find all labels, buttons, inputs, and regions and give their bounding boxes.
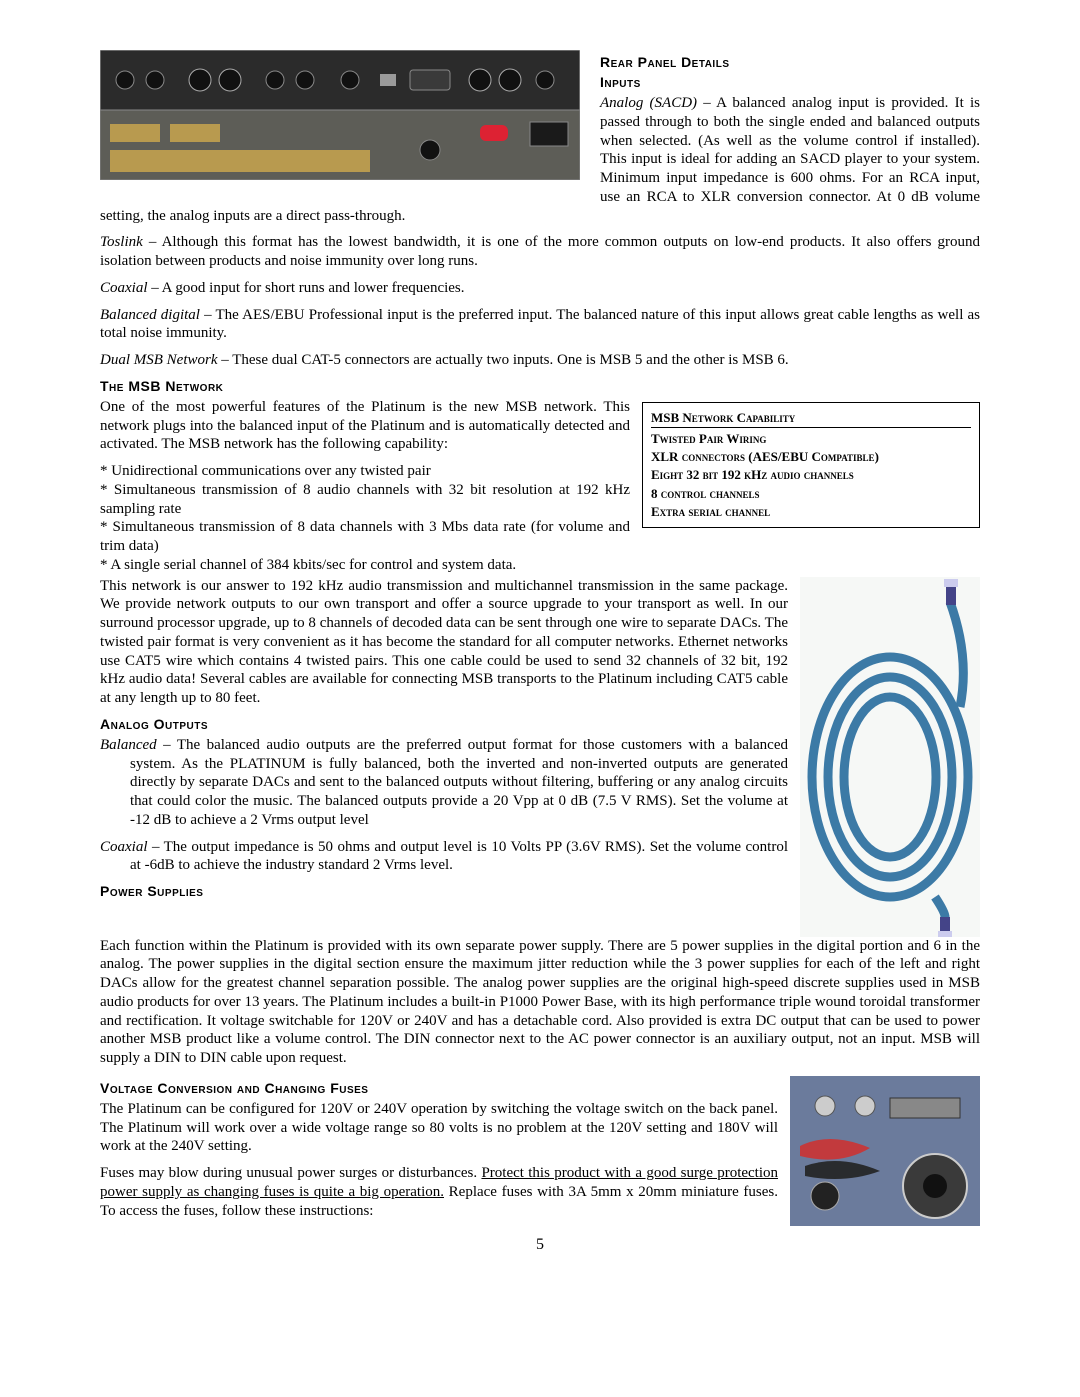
toslink-paragraph: Toslink – Although this format has the l… [100,233,980,271]
msb-network-heading: The MSB Network [100,378,980,394]
toslink-text: – Although this format has the lowest ba… [100,234,980,269]
rear-panel-photo [100,50,580,180]
coax-out-text: – The output impedance is 50 ohms and ou… [130,839,788,874]
coaxial-label: Coaxial [100,280,148,296]
netbox-line-1: Twisted Pair Wiring [651,431,766,446]
msb-bullet-4: * A single serial channel of 384 kbits/s… [100,556,980,575]
netbox-line-2: XLR connectors (AES/EBU Compatible) [651,449,879,464]
netbox-line-4: 8 control channels [651,486,760,501]
fuse-text-a: Fuses may blow during unusual power surg… [100,1165,481,1181]
power-components-photo [790,1076,980,1226]
page: Rear Panel Details Inputs Analog (SACD) … [50,0,1030,1284]
dual-network-paragraph: Dual MSB Network – These dual CAT-5 conn… [100,351,980,370]
coaxial-input-paragraph: Coaxial – A good input for short runs an… [100,279,980,298]
power-supplies-text: Each function within the Platinum is pro… [100,937,980,1068]
analog-sacd-label: Analog (SACD) [600,95,697,111]
coax-out-label: Coaxial [100,839,148,855]
toslink-label: Toslink [100,234,143,250]
netbox-header: MSB Network Capability [651,409,971,428]
balanced-digital-paragraph: Balanced digital – The AES/EBU Professio… [100,306,980,344]
netbox-line-3: Eight 32 bit 192 kHz audio channels [651,467,854,482]
page-number: 5 [100,1236,980,1254]
voltage-section: Voltage Conversion and Changing Fuses Th… [100,1076,980,1229]
balanced-out-text: – The balanced audio outputs are the pre… [130,737,788,828]
balanced-out-label: Balanced [100,737,157,753]
rear-panel-section: Rear Panel Details Inputs Analog (SACD) … [100,50,980,233]
cat5-cable-photo [800,577,980,937]
msb-network-section: MSB Network Capability Twisted Pair Wiri… [100,398,980,577]
cable-section: This network is our answer to 192 kHz au… [100,577,980,937]
balanced-text: – The AES/EBU Professional input is the … [100,307,980,342]
netbox-line-5: Extra serial channel [651,504,770,519]
dual-label: Dual MSB Network [100,352,218,368]
msb-capability-box: MSB Network Capability Twisted Pair Wiri… [642,402,980,528]
balanced-label: Balanced digital [100,307,200,323]
coaxial-text: – A good input for short runs and lower … [148,280,465,296]
dual-text: – These dual CAT-5 connectors are actual… [218,352,789,368]
